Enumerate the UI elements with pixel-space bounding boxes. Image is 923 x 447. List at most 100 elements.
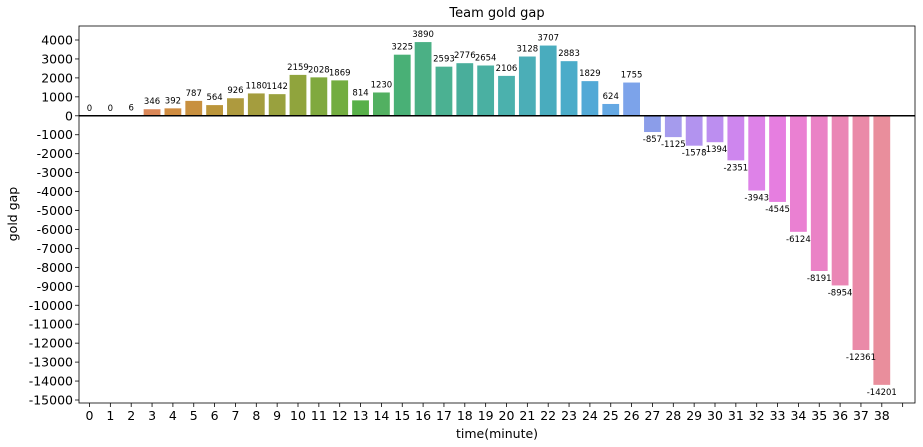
x-tick-label: 2 — [127, 408, 135, 423]
bar-minute-7 — [227, 98, 244, 116]
data-label-minute-22: 3707 — [537, 34, 559, 44]
bar-minute-20 — [498, 75, 515, 116]
bar-minute-12 — [331, 80, 349, 116]
x-tick-label: 31 — [728, 408, 744, 423]
x-tick-label: 25 — [603, 408, 619, 423]
data-label-minute-0: 0 — [87, 104, 92, 114]
data-label-minute-23: 2883 — [558, 49, 580, 59]
bar-minute-10 — [289, 74, 307, 116]
data-label-minute-34: -6124 — [786, 235, 811, 245]
data-label-minute-29: -1578 — [682, 149, 707, 159]
data-label-minute-6: 564 — [206, 93, 222, 103]
x-tick-label: 38 — [874, 408, 890, 423]
data-label-minute-9: 1142 — [266, 82, 288, 92]
x-tick-label: 13 — [353, 408, 369, 423]
data-label-minute-8: 1180 — [245, 81, 267, 91]
bar-minute-17 — [435, 66, 453, 116]
x-tick-label: 3 — [148, 408, 156, 423]
x-tick-label: 34 — [790, 408, 806, 423]
y-axis: 4000 3000 2000 1000 0 -1000 -2000 -3000 -4000 -50… — [29, 33, 79, 408]
data-label-minute-19: 2654 — [475, 54, 497, 64]
data-label-minute-5: 787 — [186, 89, 202, 99]
data-label-minute-21: 3128 — [517, 45, 539, 55]
y-tick-label: 0 — [65, 108, 73, 123]
x-tick-label: 6 — [211, 408, 219, 423]
y-tick-label: -7000 — [37, 241, 73, 256]
y-tick-label: -14000 — [29, 374, 73, 389]
chart-title: Team gold gap — [448, 6, 544, 21]
bar-minute-38 — [873, 115, 891, 385]
bar-minute-31 — [727, 115, 745, 161]
y-tick-label: -15000 — [29, 393, 73, 408]
x-tick-label: 17 — [436, 408, 452, 423]
y-tick-label: -9000 — [37, 279, 73, 294]
bar-minute-5 — [185, 100, 203, 116]
x-tick-label: 12 — [332, 408, 348, 423]
x-tick-label: 4 — [169, 408, 177, 423]
x-tick-label: 0 — [86, 408, 94, 423]
data-label-minute-18: 2776 — [454, 51, 476, 61]
x-tick-label: 22 — [540, 408, 556, 423]
bar-minute-24 — [581, 81, 599, 116]
x-tick-label: 30 — [707, 408, 723, 423]
data-label-minute-25: 624 — [603, 92, 619, 102]
bar-minute-23 — [560, 61, 578, 116]
x-tick-label: 24 — [582, 408, 598, 423]
bar-minute-18 — [456, 63, 474, 116]
data-label-minute-38: -14201 — [867, 388, 897, 398]
data-label-minute-26: 1755 — [621, 71, 643, 81]
data-label-minute-30: -1394 — [703, 145, 728, 155]
x-tick-label: 27 — [644, 408, 660, 423]
bar-minute-4 — [164, 108, 182, 116]
data-label-minute-15: 3225 — [391, 43, 413, 53]
data-label-minute-3: 346 — [144, 97, 160, 107]
x-tick-label: 9 — [273, 408, 281, 423]
bar-minute-6 — [206, 105, 223, 116]
bar-minute-16 — [414, 42, 432, 116]
bar-minute-34 — [790, 115, 807, 232]
x-tick-label: 36 — [832, 408, 848, 423]
x-tick-label: 37 — [853, 408, 869, 423]
data-label-minute-1: 0 — [108, 104, 113, 114]
y-tick-label: -4000 — [37, 184, 73, 199]
x-tick-label: 5 — [190, 408, 198, 423]
y-tick-label: 1000 — [41, 89, 73, 104]
data-label-minute-10: 2159 — [287, 63, 309, 73]
x-tick-label: 10 — [290, 408, 306, 423]
y-tick-label: -3000 — [37, 165, 73, 180]
y-tick-label: -10000 — [29, 298, 73, 313]
bar-minute-8 — [247, 93, 265, 116]
data-label-minute-4: 392 — [165, 96, 181, 106]
data-label-minute-12: 1869 — [329, 68, 351, 78]
bar-minute-13 — [352, 100, 369, 116]
x-tick-label: 11 — [311, 408, 327, 423]
data-label-minute-7: 926 — [227, 86, 243, 96]
data-label-minute-14: 1230 — [371, 80, 393, 90]
y-tick-label: -5000 — [37, 203, 73, 218]
x-tick-label: 16 — [415, 408, 431, 423]
x-tick-label: 28 — [665, 408, 681, 423]
bar-minute-33 — [769, 115, 786, 202]
bar-minute-11 — [310, 77, 328, 116]
y-tick-label: -12000 — [29, 336, 73, 351]
x-tick-label: 8 — [252, 408, 260, 423]
data-label-minute-20: 2106 — [496, 64, 518, 74]
y-axis-label: gold gap — [5, 187, 20, 242]
x-axis-label: time(minute) — [456, 426, 538, 441]
bar-minute-21 — [518, 56, 536, 116]
bar-minute-26 — [623, 82, 640, 116]
y-tick-label: -1000 — [37, 127, 73, 142]
bar-minute-29 — [685, 115, 703, 146]
x-tick-label: 23 — [561, 408, 577, 423]
x-tick-label: 33 — [770, 408, 786, 423]
y-tick-label: 3000 — [41, 51, 73, 66]
x-tick-label: 15 — [394, 408, 410, 423]
bar-minute-3 — [143, 109, 161, 116]
data-label-minute-36: -8954 — [828, 288, 853, 298]
y-tick-label: -13000 — [29, 355, 73, 370]
data-label-minute-31: -2351 — [723, 163, 748, 173]
bar-minute-14 — [373, 92, 390, 116]
x-tick-label: 29 — [686, 408, 702, 423]
bar-minute-36 — [831, 115, 849, 286]
